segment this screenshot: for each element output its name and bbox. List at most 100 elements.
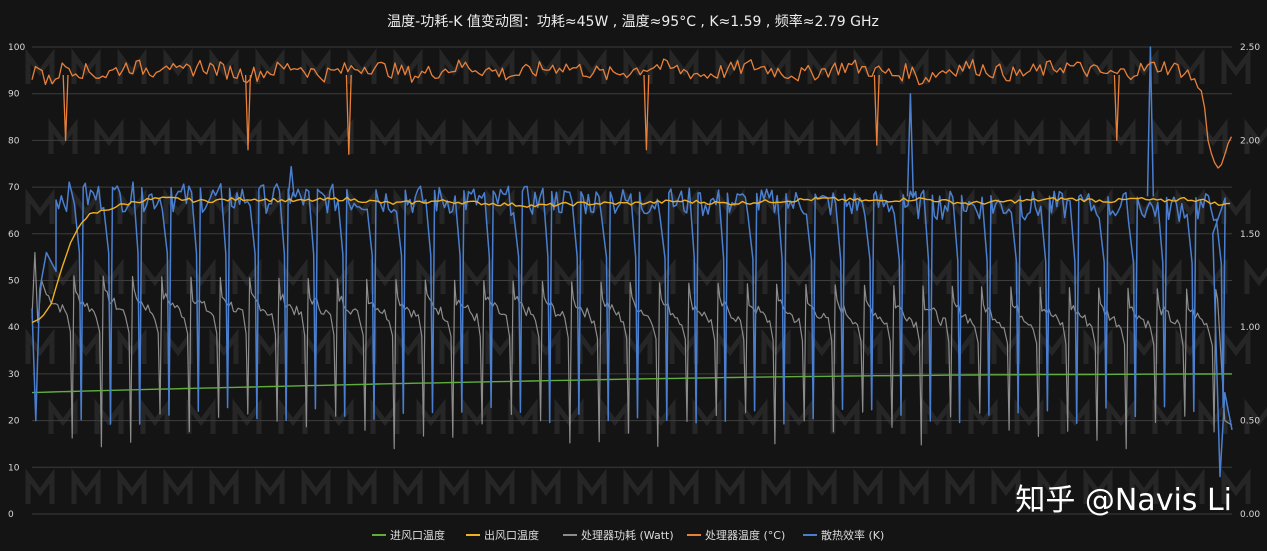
m-logo-icon <box>163 468 193 504</box>
y-left-tick-label: 50 <box>8 277 20 287</box>
m-logo-icon <box>761 468 791 504</box>
m-logo-icon <box>646 398 676 434</box>
m-logo-icon <box>531 328 561 364</box>
m-logo-icon <box>71 48 101 84</box>
m-logo-icon <box>600 398 630 434</box>
m-logo-icon <box>1106 118 1136 154</box>
series-cpu-temp-dip <box>244 74 252 151</box>
m-logo-icon <box>209 468 239 504</box>
legend-label-outlet: 出风口温度 <box>484 528 539 542</box>
m-logo-icon <box>991 48 1021 84</box>
m-logo-icon <box>623 188 653 224</box>
m-logo-icon <box>830 118 860 154</box>
m-logo-icon <box>1221 48 1251 84</box>
m-logo-icon <box>1083 468 1113 504</box>
m-logo-icon <box>600 118 630 154</box>
m-logo-icon <box>922 258 952 294</box>
m-logo-icon <box>1129 48 1159 84</box>
y-right-tick-label: 1.50 <box>1240 230 1260 240</box>
y-left-tick-label: 70 <box>8 183 20 193</box>
m-logo-icon <box>1175 468 1205 504</box>
m-logo-icon <box>278 398 308 434</box>
y-axis-left-ticks: 0 10 20 30 40 50 60 70 80 90 100 <box>8 43 25 520</box>
m-logo-icon <box>554 118 584 154</box>
m-logo-icon <box>968 398 998 434</box>
series-cpu-temp-dip <box>1113 74 1120 142</box>
m-logo-icon <box>1106 398 1136 434</box>
m-logo-icon <box>117 468 147 504</box>
m-logo-icon <box>899 188 929 224</box>
y-axis-right-ticks: 0.00 0.50 1.00 1.50 2.00 2.50 <box>1240 43 1260 520</box>
m-logo-icon <box>393 328 423 364</box>
m-logo-icon <box>301 468 331 504</box>
m-logo-icon <box>1060 118 1090 154</box>
m-logo-icon <box>669 48 699 84</box>
series-k-spike <box>1146 46 1155 197</box>
m-logo-icon <box>48 118 78 154</box>
m-logo-icon <box>1244 118 1267 154</box>
series-k-line <box>31 181 1233 478</box>
m-logo-icon <box>1152 118 1182 154</box>
m-logo-icon <box>71 328 101 364</box>
m-logo-icon <box>186 258 216 294</box>
m-logo-icon <box>807 468 837 504</box>
m-logo-icon <box>1221 468 1251 504</box>
m-logo-icon <box>508 258 538 294</box>
series-cpu-temp-dip <box>643 74 650 151</box>
m-logo-icon <box>117 48 147 84</box>
legend-label-power: 处理器功耗 (Watt) <box>581 529 674 542</box>
m-logo-icon <box>232 398 262 434</box>
legend: 进风口温度 出风口温度 处理器功耗 (Watt) 处理器温度 (°C) 散热效率 (K) <box>372 528 884 542</box>
m-logo-icon <box>94 118 124 154</box>
m-logo-icon <box>1221 188 1251 224</box>
m-logo-icon <box>1037 468 1067 504</box>
m-logo-icon <box>830 258 860 294</box>
y-right-tick-label: 0.00 <box>1240 510 1260 520</box>
m-logo-icon <box>991 468 1021 504</box>
m-logo-icon <box>232 118 262 154</box>
m-logo-icon <box>784 118 814 154</box>
y-right-tick-label: 2.50 <box>1240 43 1260 53</box>
m-logo-icon <box>715 48 745 84</box>
y-left-tick-label: 0 <box>8 510 14 520</box>
m-logo-icon <box>324 118 354 154</box>
m-logo-icon <box>922 398 952 434</box>
m-logo-icon <box>278 258 308 294</box>
m-logo-icon <box>577 468 607 504</box>
legend-label-intake: 进风口温度 <box>390 528 445 542</box>
m-logo-icon <box>485 188 515 224</box>
m-logo-icon <box>1129 468 1159 504</box>
series-cpu-temp-line <box>31 58 1233 169</box>
m-logo-icon <box>25 468 55 504</box>
m-logo-icon <box>508 118 538 154</box>
m-logo-icon <box>140 398 170 434</box>
m-logo-icon <box>853 468 883 504</box>
y-left-tick-label: 40 <box>8 323 20 333</box>
m-logo-icon <box>439 468 469 504</box>
m-logo-icon <box>186 118 216 154</box>
series-cpu-temp-dip <box>62 74 69 142</box>
series-cpu-temp-dip <box>873 74 880 146</box>
m-logo-icon <box>462 398 492 434</box>
m-logo-icon <box>853 328 883 364</box>
m-logo-icon <box>899 468 929 504</box>
m-logo-icon <box>416 398 446 434</box>
m-logo-icon <box>807 188 837 224</box>
m-logo-icon <box>623 468 653 504</box>
m-logo-icon <box>1014 398 1044 434</box>
m-logo-icon <box>48 258 78 294</box>
m-logo-icon <box>784 398 814 434</box>
m-logo-icon <box>278 118 308 154</box>
m-logo-icon <box>370 118 400 154</box>
m-logo-icon <box>600 258 630 294</box>
m-logo-icon <box>531 468 561 504</box>
m-logo-icon <box>209 328 239 364</box>
m-logo-icon <box>669 468 699 504</box>
series-k-spike <box>287 165 295 197</box>
m-logo-icon <box>1129 188 1159 224</box>
m-logo-icon <box>1060 398 1090 434</box>
series-lines <box>31 46 1233 478</box>
m-logo-icon <box>1244 398 1267 434</box>
m-logo-icon <box>370 398 400 434</box>
m-logo-icon <box>1083 188 1113 224</box>
